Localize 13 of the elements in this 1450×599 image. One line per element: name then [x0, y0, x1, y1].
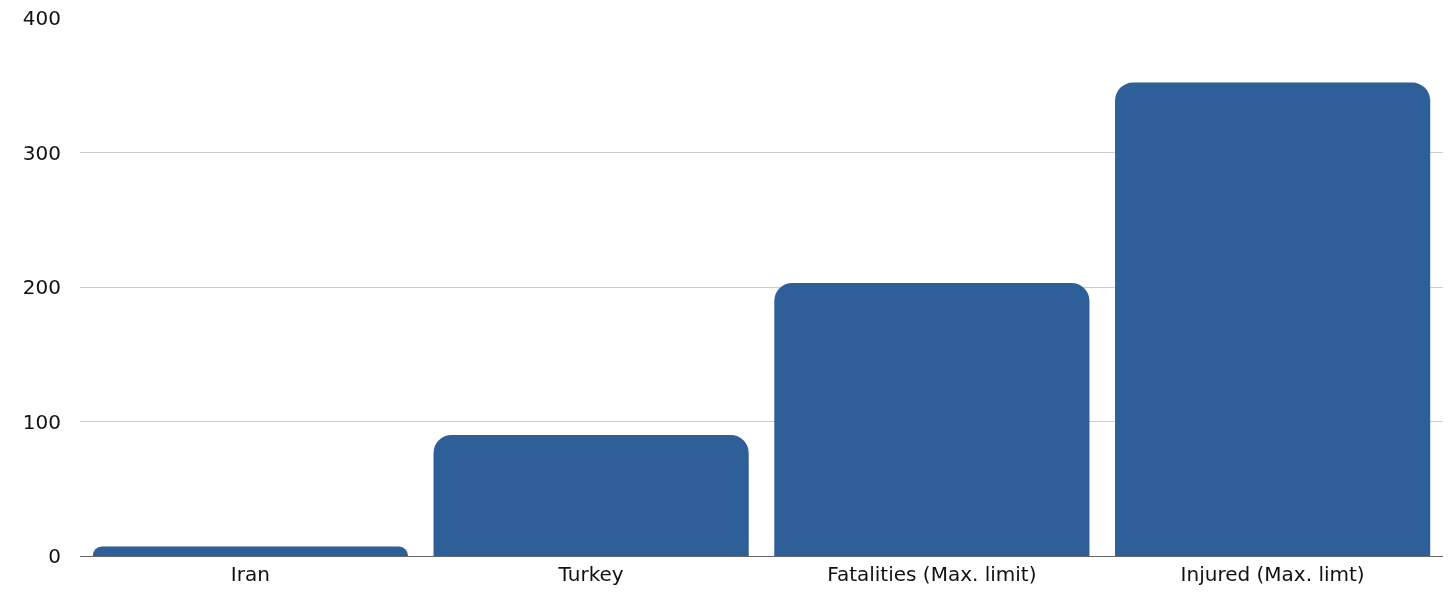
y-tick-label: 200	[22, 275, 61, 299]
bar	[433, 434, 749, 556]
x-tick-label: Iran	[230, 562, 270, 586]
x-tick-label: Turkey	[557, 562, 624, 586]
bar	[774, 282, 1090, 556]
x-tick-label: Fatalities (Max. limit)	[827, 562, 1037, 586]
bar	[92, 546, 408, 556]
x-tick-label: Injured (Max. limt)	[1180, 562, 1365, 586]
y-tick-label: 300	[22, 140, 61, 165]
bar	[1115, 82, 1431, 556]
y-tick-label: 400	[22, 6, 61, 30]
y-tick-label: 0	[48, 544, 61, 568]
y-tick-label: 100	[22, 409, 61, 434]
